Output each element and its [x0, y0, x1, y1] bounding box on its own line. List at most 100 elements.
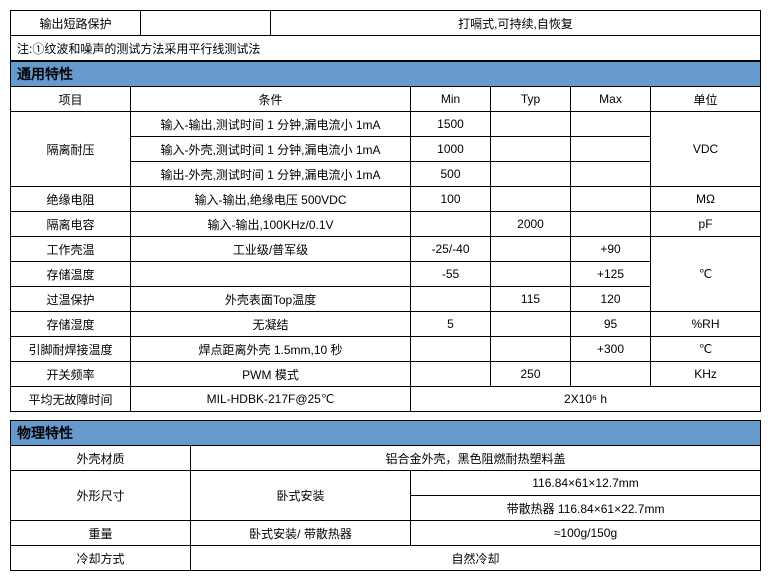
cell-item: 重量	[11, 521, 191, 546]
cell-max: +300	[571, 337, 651, 362]
row-over-temp: 过温保护 外壳表面Top温度 115 120	[11, 287, 761, 312]
cell-typ	[491, 237, 571, 262]
cell-typ: 250	[491, 362, 571, 387]
top-table: 输出短路保护 打嗝式,可持续,自恢复 注:①纹波和噪声的测试方法采用平行线测试法	[10, 10, 761, 61]
cell-min: 500	[411, 162, 491, 187]
note-row: 注:①纹波和噪声的测试方法采用平行线测试法	[11, 36, 761, 61]
cell-typ	[491, 312, 571, 337]
physical-title: 物理特性	[11, 421, 761, 446]
cell-max	[571, 112, 651, 137]
cell-val: ≈100g/150g	[411, 521, 761, 546]
cell-item: 隔离电容	[11, 212, 131, 237]
cell-min	[411, 362, 491, 387]
cell-min: 5	[411, 312, 491, 337]
row-case-material: 外壳材质 铝合金外壳，黑色阻燃耐热塑料盖	[11, 446, 761, 471]
cell-cond: 卧式安装/ 带散热器	[191, 521, 411, 546]
cell-cond: 焊点距离外壳 1.5mm,10 秒	[131, 337, 411, 362]
cell-unit: ℃	[651, 337, 761, 362]
cell-min: -55	[411, 262, 491, 287]
cell-min	[411, 337, 491, 362]
cell-max: 120	[571, 287, 651, 312]
cell-typ	[491, 337, 571, 362]
short-circuit-value: 打嗝式,可持续,自恢复	[271, 11, 761, 36]
row-mtbf: 平均无故障时间 MIL-HDBK-217F@25℃ 2X10⁶ h	[11, 387, 761, 412]
row-weight: 重量 卧式安装/ 带散热器 ≈100g/150g	[11, 521, 761, 546]
note-text: 注:①纹波和噪声的测试方法采用平行线测试法	[11, 36, 761, 61]
cell-min: -25/-40	[411, 237, 491, 262]
cell-cond: 输入-输出,绝缘电压 500VDC	[131, 187, 411, 212]
cell-max	[571, 137, 651, 162]
cell-min: 1500	[411, 112, 491, 137]
cell-cond: MIL-HDBK-217F@25℃	[131, 387, 411, 412]
cell-item: 冷却方式	[11, 546, 191, 571]
general-table: 通用特性 项目 条件 Min Typ Max 单位 隔离耐压 输入-输出,测试时…	[10, 61, 761, 412]
cell-typ	[491, 112, 571, 137]
cell-item: 过温保护	[11, 287, 131, 312]
head-condition: 条件	[131, 87, 411, 112]
row-insulation-res: 绝缘电阻 输入-输出,绝缘电压 500VDC 100 MΩ	[11, 187, 761, 212]
row-cooling: 冷却方式 自然冷却	[11, 546, 761, 571]
cell-cond: 输入-输出,100KHz/0.1V	[131, 212, 411, 237]
cell-item: 存储湿度	[11, 312, 131, 337]
short-circuit-row: 输出短路保护 打嗝式,可持续,自恢复	[11, 11, 761, 36]
cell-unit: ℃	[651, 237, 761, 312]
row-storage-temp: 存储温度 -55 +125	[11, 262, 761, 287]
cell-cond: PWM 模式	[131, 362, 411, 387]
cell-min	[411, 287, 491, 312]
cell-cond: 输入-输出,测试时间 1 分钟,漏电流小 1mA	[131, 112, 411, 137]
cell-cond: 输出-外壳,测试时间 1 分钟,漏电流小 1mA	[131, 162, 411, 187]
cell-val: 带散热器 116.84×61×22.7mm	[411, 496, 761, 521]
spacer	[10, 412, 760, 420]
cell-typ	[491, 187, 571, 212]
cell-unit: pF	[651, 212, 761, 237]
head-typ: Typ	[491, 87, 571, 112]
cell-unit: MΩ	[651, 187, 761, 212]
cell-unit: VDC	[651, 112, 761, 187]
cell-typ	[491, 262, 571, 287]
cell-cond: 工业级/普军级	[131, 237, 411, 262]
general-title: 通用特性	[11, 62, 761, 87]
cell-min: 1000	[411, 137, 491, 162]
short-circuit-label: 输出短路保护	[11, 11, 141, 36]
cell-min: 100	[411, 187, 491, 212]
cell-item: 平均无故障时间	[11, 387, 131, 412]
cell-cond: 卧式安装	[191, 471, 411, 521]
physical-table: 物理特性 外壳材质 铝合金外壳，黑色阻燃耐热塑料盖 外形尺寸 卧式安装 116.…	[10, 420, 761, 571]
cell-max	[571, 362, 651, 387]
cell-item: 外壳材质	[11, 446, 191, 471]
cell-typ	[491, 162, 571, 187]
cell-max	[571, 162, 651, 187]
cell-max: +90	[571, 237, 651, 262]
cell-cond: 无凝结	[131, 312, 411, 337]
cell-cond: 外壳表面Top温度	[131, 287, 411, 312]
row-dimensions-a: 外形尺寸 卧式安装 116.84×61×12.7mm	[11, 471, 761, 496]
cell-max	[571, 187, 651, 212]
cell-max	[571, 212, 651, 237]
head-unit: 单位	[651, 87, 761, 112]
cell-item: 工作壳温	[11, 237, 131, 262]
cell-typ	[491, 137, 571, 162]
cell-min	[411, 212, 491, 237]
cell-item: 引脚耐焊接温度	[11, 337, 131, 362]
cell-item: 开关频率	[11, 362, 131, 387]
general-head-row: 项目 条件 Min Typ Max 单位	[11, 87, 761, 112]
general-title-row: 通用特性	[11, 62, 761, 87]
cell-unit: %RH	[651, 312, 761, 337]
row-isolation-cap: 隔离电容 输入-输出,100KHz/0.1V 2000 pF	[11, 212, 761, 237]
cell-cond: 输入-外壳,测试时间 1 分钟,漏电流小 1mA	[131, 137, 411, 162]
cell-val: 2X10⁶ h	[411, 387, 761, 412]
cell-item: 外形尺寸	[11, 471, 191, 521]
cell-item: 存储温度	[11, 262, 131, 287]
cell-max: 95	[571, 312, 651, 337]
cell-cond	[131, 262, 411, 287]
row-solder-temp: 引脚耐焊接温度 焊点距离外壳 1.5mm,10 秒 +300 ℃	[11, 337, 761, 362]
cell-val: 铝合金外壳，黑色阻燃耐热塑料盖	[191, 446, 761, 471]
physical-title-row: 物理特性	[11, 421, 761, 446]
cell-item: 绝缘电阻	[11, 187, 131, 212]
cell-typ: 115	[491, 287, 571, 312]
row-storage-humidity: 存储湿度 无凝结 5 95 %RH	[11, 312, 761, 337]
row-isolation-a: 隔离耐压 输入-输出,测试时间 1 分钟,漏电流小 1mA 1500 VDC	[11, 112, 761, 137]
cell-unit: KHz	[651, 362, 761, 387]
short-circuit-blank	[141, 11, 271, 36]
cell-val: 自然冷却	[191, 546, 761, 571]
